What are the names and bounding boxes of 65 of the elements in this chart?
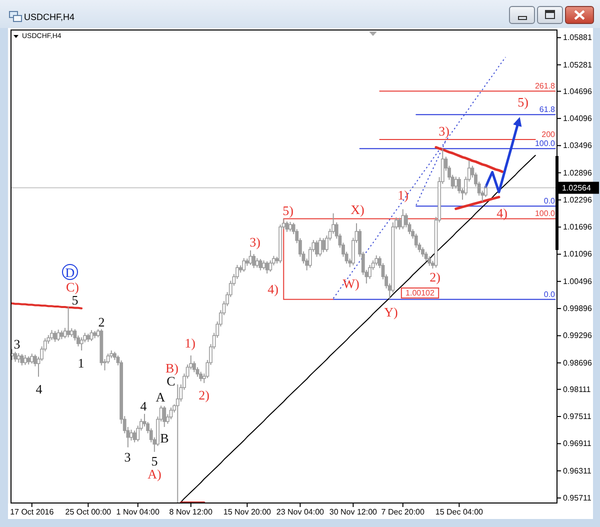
y-tick-label: 1.00496 bbox=[563, 276, 592, 286]
x-tick-label: 7 Dec 20:00 bbox=[381, 508, 425, 516]
annotation: D bbox=[65, 265, 75, 280]
y-tick-label: 1.05281 bbox=[563, 60, 592, 70]
annotation: 1) bbox=[398, 188, 408, 203]
annotation: 4) bbox=[496, 206, 508, 220]
annotation: 3 bbox=[124, 450, 131, 464]
annotation: 2) bbox=[198, 388, 210, 402]
annotation: 4 bbox=[140, 398, 148, 414]
series-label: 100.0 bbox=[534, 209, 556, 218]
y-tick-label: 1.05881 bbox=[563, 33, 592, 42]
annotation: 1 bbox=[78, 356, 84, 370]
y-tick-label: 0.98696 bbox=[563, 358, 592, 368]
y-tick-label: 1.01096 bbox=[563, 250, 592, 259]
chart-title: USDCHF,H4 bbox=[24, 12, 75, 22]
series-label: 0.0 bbox=[544, 290, 556, 299]
y-tick-label: 1.04096 bbox=[563, 114, 592, 123]
annotation: 3) bbox=[250, 234, 260, 250]
y-tick-label: 1.02296 bbox=[563, 195, 592, 204]
annotation: Y) bbox=[384, 304, 398, 320]
y-tick-label: 0.99296 bbox=[563, 331, 592, 340]
series-label: 261.8 bbox=[534, 82, 556, 91]
annotation: 3 bbox=[14, 336, 20, 352]
series-label: 61.8 bbox=[539, 105, 556, 114]
annotation: X) bbox=[350, 202, 364, 217]
annotation: 5) bbox=[282, 203, 294, 218]
annotation: 4) bbox=[268, 282, 278, 296]
y-tick-label: 1.04696 bbox=[563, 86, 592, 96]
annotation: 5) bbox=[518, 94, 528, 110]
annotation: A) bbox=[148, 466, 162, 482]
x-tick-label: 15 Nov 20:00 bbox=[223, 508, 272, 516]
annotation: 3) bbox=[438, 123, 450, 138]
annotation: A bbox=[156, 390, 166, 405]
y-tick-label: 0.98111 bbox=[563, 384, 592, 394]
annotation: 1.00102 bbox=[406, 288, 436, 298]
y-tick-label: 1.02896 bbox=[563, 168, 592, 178]
y-tick-label: 0.96311 bbox=[563, 466, 592, 476]
y-tick-label: 1.01696 bbox=[563, 222, 592, 232]
x-tick-label: 30 Nov 12:00 bbox=[329, 508, 378, 516]
x-tick-label: 25 Oct 00:00 bbox=[65, 508, 112, 516]
annotation: B bbox=[160, 430, 170, 446]
annotation: B) bbox=[166, 360, 178, 376]
annotation: 2 bbox=[98, 314, 105, 330]
x-tick-label: 17 Oct 2016 bbox=[10, 508, 54, 516]
x-tick-label: 15 Dec 04:00 bbox=[435, 508, 484, 516]
series-label: 0.0 bbox=[544, 196, 556, 206]
annotation: 4 bbox=[36, 382, 43, 397]
annotation: 5 bbox=[151, 453, 158, 468]
annotation: C) bbox=[66, 280, 79, 294]
ref-line-label: 1.02564 bbox=[562, 183, 592, 192]
x-tick-label: 1 Nov 04:00 bbox=[116, 508, 160, 516]
y-tick-label: 1.03496 bbox=[563, 141, 592, 150]
y-tick-label: 0.99896 bbox=[563, 304, 592, 314]
x-tick-label: 8 Nov 12:00 bbox=[169, 508, 213, 516]
y-tick-label: 0.96911 bbox=[563, 439, 592, 448]
y-tick-label: 0.97511 bbox=[563, 412, 592, 421]
annotation: 5 bbox=[72, 292, 78, 308]
series-label: 200 bbox=[542, 130, 556, 140]
annotation: 1) bbox=[184, 336, 196, 350]
annotation: C bbox=[166, 374, 176, 388]
x-tick-label: 23 Nov 04:00 bbox=[276, 508, 325, 516]
series-label: 100.0 bbox=[534, 139, 556, 148]
annotation: W) bbox=[342, 276, 360, 292]
annotation: 2) bbox=[430, 270, 440, 285]
y-tick-label: 0.95711 bbox=[563, 493, 592, 502]
